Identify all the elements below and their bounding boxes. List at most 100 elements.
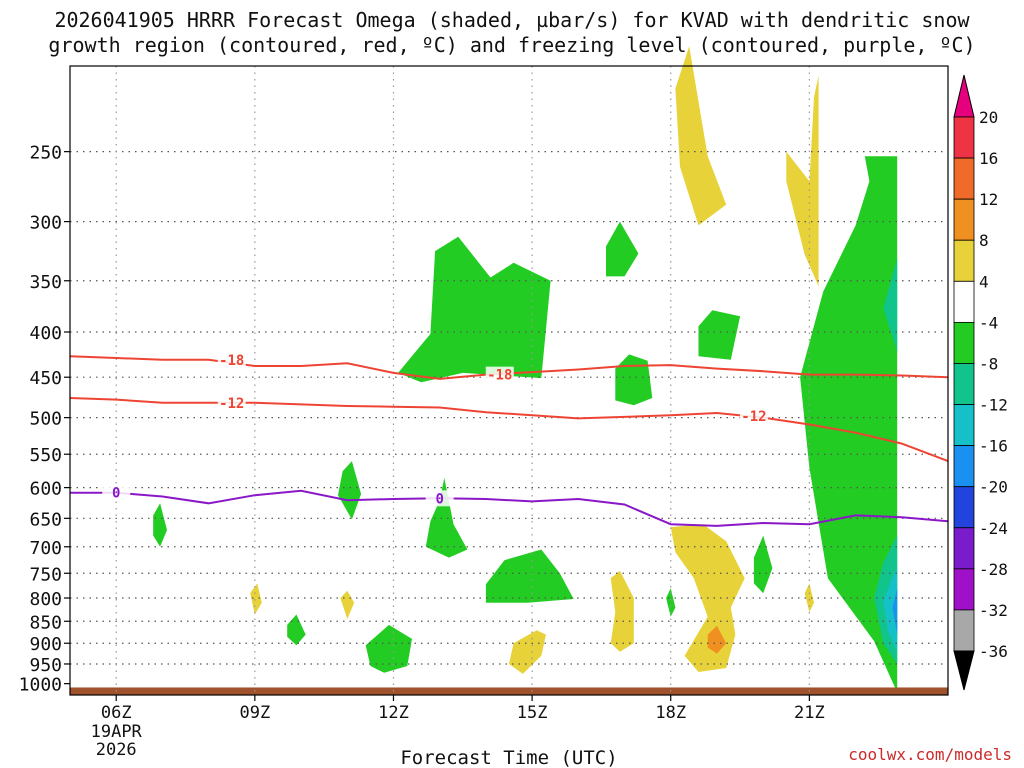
- y-tick-label-850: 850: [29, 612, 62, 633]
- contour-label--18-1: -18: [487, 368, 512, 384]
- grid-lines: [70, 66, 948, 695]
- colorbar-label-10: -24: [979, 519, 1008, 538]
- colorbar: 20 16 12 8 4 -4 -8 -12 -16 -20 -24 -28 -32 -36: [953, 74, 1008, 691]
- contour-label--12-0: -12: [219, 396, 244, 412]
- y-tick-label-350: 350: [29, 272, 62, 293]
- omega-region-16: [287, 614, 306, 646]
- colorbar-bin-4: [953, 280, 975, 323]
- colorbar-label-5: -4: [979, 313, 998, 332]
- colorbar-label-7: -12: [979, 396, 1008, 415]
- y-tick-label-900: 900: [29, 634, 62, 655]
- x-tick-label-09Z: 09Z: [239, 703, 270, 723]
- omega-region-2: [398, 236, 551, 383]
- y-axis: 2503003504004505005506006507007508008509…: [19, 143, 70, 696]
- x-axis-title: Forecast Time (UTC): [400, 747, 617, 768]
- terrain-layer: [70, 687, 948, 695]
- colorbar-label-0: 20: [979, 108, 998, 127]
- colorbar-bottom-triangle: [953, 650, 975, 691]
- contour-label-0-1: 0: [435, 491, 443, 507]
- omega-region-20: [610, 570, 634, 652]
- colorbar-label-4: 4: [979, 272, 989, 291]
- omega-region-0: [675, 46, 727, 226]
- colorbar-top-triangle: [953, 74, 975, 118]
- colorbar-bin-10: [953, 527, 975, 570]
- credit-link[interactable]: coolwx.com/models: [848, 745, 1012, 764]
- y-tick-label-550: 550: [29, 445, 62, 466]
- omega-region-13: [153, 503, 167, 547]
- omega-region-25: [804, 583, 814, 613]
- contour-line-0: [70, 489, 949, 527]
- chart-title-line-1: 2026041905 HRRR Forecast Omega (shaded, …: [54, 8, 970, 32]
- contour-label-bg--12-0: [217, 394, 246, 411]
- contour-label-bg-0-0: [102, 484, 131, 501]
- omega-region-4: [698, 310, 741, 360]
- x-tick-label-18Z: 18Z: [655, 703, 686, 723]
- y-tick-label-450: 450: [29, 368, 62, 389]
- colorbar-bin-0: [953, 116, 975, 159]
- contour-label--18-0: -18: [219, 353, 244, 369]
- y-tick-label-700: 700: [29, 538, 62, 559]
- omega-region-9: [883, 568, 898, 652]
- omega-region-17: [753, 535, 773, 594]
- x-tick-label-12Z: 12Z: [378, 703, 409, 723]
- contour-label-bg--18-0: [217, 351, 246, 368]
- omega-region-1: [786, 75, 819, 287]
- colorbar-bin-11: [953, 568, 975, 611]
- colorbar-label-2: 12: [979, 190, 998, 209]
- omega-shading: [153, 46, 898, 693]
- colorbar-bin-1: [953, 157, 975, 200]
- omega-region-10: [892, 588, 898, 635]
- colorbar-label-11: -28: [979, 560, 1008, 579]
- colorbar-label-12: -32: [979, 601, 1008, 620]
- colorbar-label-8: -16: [979, 437, 1008, 456]
- omega-region-14: [485, 549, 574, 603]
- omega-region-22: [707, 625, 727, 654]
- omega-region-11: [425, 477, 468, 558]
- omega-region-7: [883, 258, 898, 352]
- x-tick-label-15Z: 15Z: [517, 703, 548, 723]
- contour-label-bg--12-1: [739, 408, 768, 425]
- omega-region-24: [340, 590, 355, 619]
- chart-title-line-2: growth region (contoured, red, ºC) and f…: [48, 33, 976, 57]
- y-tick-label-300: 300: [29, 213, 62, 234]
- contour-label-bg-0-1: [425, 490, 454, 507]
- colorbar-bin-3: [953, 239, 975, 282]
- colorbar-bin-7: [953, 404, 975, 447]
- omega-region-3: [606, 221, 639, 277]
- x-tick-label-21Z: 21Z: [794, 703, 825, 723]
- colorbar-label-13: -36: [979, 642, 1008, 661]
- omega-region-21: [509, 630, 546, 674]
- contour-line--12: [69, 397, 949, 463]
- terrain-fill: [70, 687, 948, 695]
- colorbar-bin-12: [953, 609, 975, 652]
- y-tick-label-800: 800: [29, 589, 62, 610]
- plot-frame: [69, 65, 949, 696]
- colorbar-label-1: 16: [979, 149, 998, 168]
- colorbar-bin-2: [953, 198, 975, 241]
- y-tick-label-400: 400: [29, 323, 62, 344]
- temperature-contours: -18 -18 -12 -12 0 0: [69, 351, 949, 527]
- colorbar-label-9: -20: [979, 478, 1008, 497]
- omega-region-12: [338, 461, 362, 520]
- y-tick-label-750: 750: [29, 564, 62, 585]
- omega-region-5: [615, 354, 653, 406]
- colorbar-label-6: -8: [979, 354, 998, 373]
- colorbar-bin-9: [953, 486, 975, 529]
- y-tick-label-250: 250: [29, 143, 62, 164]
- y-tick-label-950: 950: [29, 655, 62, 676]
- omega-region-15: [365, 624, 412, 673]
- y-tick-label-650: 650: [29, 509, 62, 530]
- contour-label-bg--18-1: [485, 366, 514, 383]
- omega-region-18: [666, 588, 676, 617]
- colorbar-label-3: 8: [979, 231, 989, 250]
- y-tick-label-500: 500: [29, 409, 62, 430]
- y-tick-label-600: 600: [29, 479, 62, 500]
- x-tick-label-06Z: 06Z: [101, 703, 132, 723]
- colorbar-bin-6: [953, 363, 975, 405]
- omega-region-23: [250, 583, 262, 615]
- x-tick-sublabel-0: 19APR: [91, 722, 143, 742]
- x-tick-sublabel-1: 2026: [96, 740, 137, 760]
- colorbar-bin-5: [953, 321, 975, 364]
